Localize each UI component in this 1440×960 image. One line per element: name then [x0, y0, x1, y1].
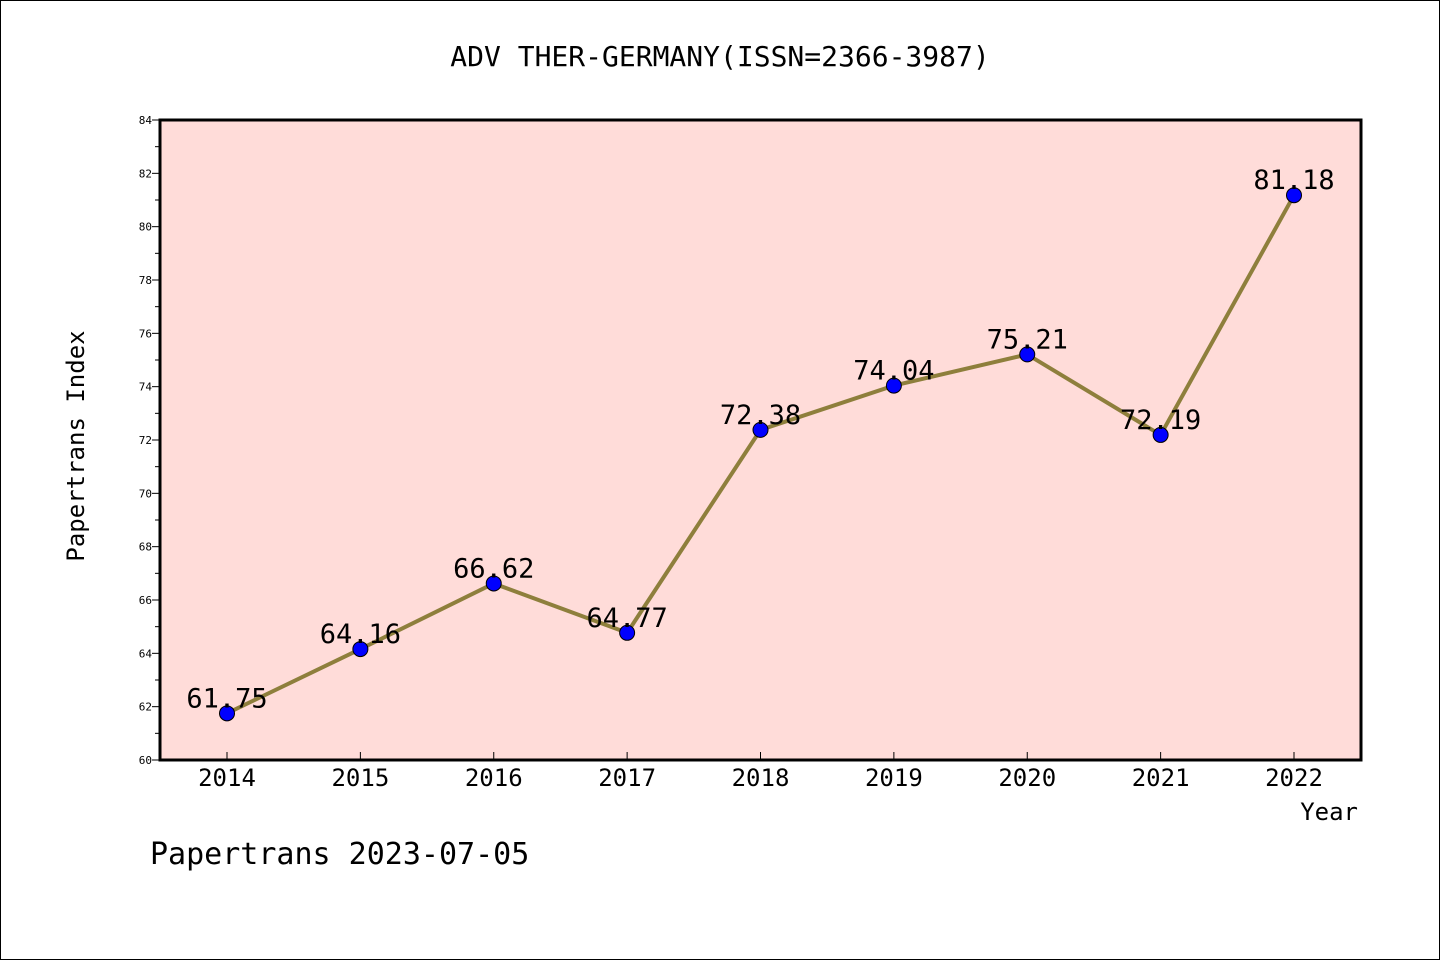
y-tick-label: 80 [139, 221, 152, 234]
x-tick-label: 2022 [1265, 764, 1323, 792]
data-point [1152, 426, 1169, 443]
plot-area [158, 118, 1363, 762]
data-label: 72.38 [720, 400, 801, 431]
data-label: 64.77 [586, 603, 667, 634]
x-tick-label: 2020 [998, 764, 1056, 792]
y-tick-label: 82 [139, 167, 152, 180]
data-point [619, 624, 636, 641]
x-tick-label: 2019 [865, 764, 923, 792]
y-tick-label: 78 [139, 274, 152, 287]
y-tick-label: 72 [139, 434, 152, 447]
y-tick-label: 76 [139, 327, 152, 340]
x-axis-label: Year [1300, 798, 1358, 826]
x-axis: 2014 2015 2016 2017 2018 2019 2020 2021 2022 [198, 752, 1323, 792]
x-tick-label: 2021 [1132, 764, 1190, 792]
data-point [219, 705, 235, 722]
data-label: 66.62 [453, 553, 534, 584]
data-label: 74.04 [853, 356, 934, 387]
data-label: 81.18 [1253, 165, 1334, 196]
data-point [752, 421, 769, 438]
y-tick-label: 62 [139, 701, 152, 714]
x-tick-label: 2016 [465, 764, 523, 792]
data-point [485, 575, 502, 592]
x-tick-label: 2018 [732, 764, 790, 792]
y-axis: 60 62 64 66 68 70 72 74 76 78 80 82 84 [139, 114, 160, 767]
x-tick-label: 2015 [331, 764, 389, 792]
data-point [352, 641, 369, 658]
y-tick-label: 66 [139, 594, 152, 607]
series-line-group [219, 187, 1302, 722]
data-point [1019, 346, 1036, 363]
data-point [885, 377, 902, 394]
y-tick-label: 84 [139, 114, 153, 127]
y-axis-label: Papertrans Index [62, 330, 90, 561]
x-tick-label: 2017 [598, 764, 656, 792]
y-tick-label: 74 [139, 381, 153, 394]
y-tick-label: 60 [139, 754, 152, 767]
y-tick-label: 70 [139, 487, 152, 500]
footer-source: Papertrans 2023-07-05 [150, 837, 529, 872]
data-label-group: 61.75 64.16 66.62 64.77 72.38 74.04 75.21 72.19… [186, 165, 1334, 714]
y-tick-label: 64 [139, 647, 153, 660]
chart-title: ADV THER-GERMANY(ISSN=2366-3987) [450, 40, 989, 73]
data-point [1286, 187, 1302, 204]
x-tick-label: 2014 [198, 764, 256, 792]
data-label: 72.19 [1120, 405, 1201, 436]
y-tick-label: 68 [139, 541, 152, 554]
data-label: 75.21 [987, 324, 1068, 355]
data-label: 61.75 [186, 683, 267, 714]
data-label: 64.16 [320, 619, 401, 650]
